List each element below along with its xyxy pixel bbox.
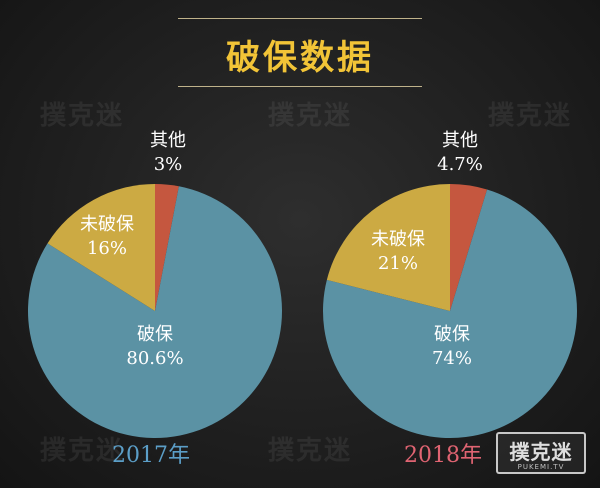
page-title: 破保数据 bbox=[226, 38, 374, 78]
slice-name-label: 破保 bbox=[434, 324, 470, 345]
slice-value-label: 3% bbox=[154, 154, 183, 175]
watermark: 撲克迷 bbox=[40, 101, 125, 131]
pie-chart-2018: 破保 74% 未破保 21% 其他 4.7% bbox=[323, 130, 577, 438]
pie-slice-not-breaking bbox=[47, 184, 155, 311]
year-label-2017: 2017年 bbox=[112, 443, 190, 468]
pie-slice-not-breaking bbox=[326, 184, 450, 311]
pie-slice-other bbox=[155, 184, 179, 311]
slice-name-label: 未破保 bbox=[80, 214, 134, 235]
slice-value-label: 4.7% bbox=[437, 154, 483, 175]
watermark: 撲克迷 bbox=[488, 101, 573, 131]
slice-value-label: 21% bbox=[378, 253, 418, 274]
slice-name-label: 其他 bbox=[442, 130, 478, 151]
slice-name-label: 破保 bbox=[137, 324, 173, 345]
slice-name-label: 其他 bbox=[150, 130, 186, 151]
watermark: 撲克迷 bbox=[268, 101, 353, 131]
watermark: 撲克迷 bbox=[40, 436, 125, 466]
brand-subtitle: PUKEMI.TV bbox=[517, 463, 565, 471]
title-rule-top bbox=[178, 18, 422, 19]
year-label-2018: 2018年 bbox=[404, 443, 482, 468]
slice-value-label: 80.6% bbox=[126, 348, 183, 369]
pie-chart-2017: 破保 80.6% 未破保 16% 其他 3% bbox=[28, 130, 283, 439]
watermark: 撲克迷 bbox=[268, 436, 353, 466]
brand-name: 撲克迷 bbox=[509, 440, 573, 464]
slice-value-label: 74% bbox=[432, 348, 472, 369]
brand-logo: 撲克迷 PUKEMI.TV bbox=[496, 432, 586, 474]
pie-slice-other bbox=[450, 184, 488, 311]
title-rule-bottom bbox=[178, 86, 422, 87]
slice-value-label: 16% bbox=[87, 238, 127, 259]
pie-slice-breaking bbox=[323, 189, 577, 438]
slice-name-label: 未破保 bbox=[371, 229, 425, 250]
pie-slice-breaking bbox=[28, 186, 283, 439]
